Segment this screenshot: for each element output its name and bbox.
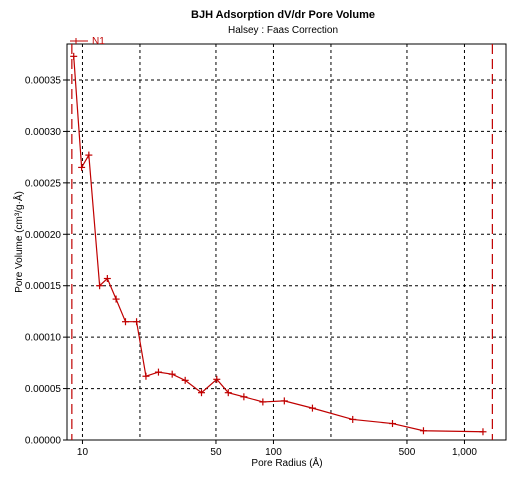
data-point	[78, 163, 86, 171]
data-point	[197, 389, 205, 397]
data-point	[280, 397, 288, 405]
data-point	[308, 404, 316, 412]
data-point	[259, 398, 267, 406]
data-point	[349, 415, 357, 423]
y-axis: 0.00000 0.00005 0.00010 0.00015 0.00020 0.000…	[25, 76, 67, 447]
data-point	[419, 427, 427, 435]
data-point	[103, 275, 111, 283]
y-tick-label: 0.00020	[25, 230, 62, 241]
data-point	[168, 370, 176, 378]
data-point	[224, 389, 232, 397]
data-point	[121, 318, 129, 326]
data-point	[181, 376, 189, 384]
chart-title: BJH Adsorption dV/dr Pore Volume	[191, 9, 375, 21]
x-axis-label: Pore Radius (Å)	[251, 456, 322, 469]
x-tick-label: 10	[77, 447, 89, 458]
data-point	[70, 52, 78, 60]
data-point	[479, 428, 487, 436]
x-tick-label: 1,000	[452, 447, 477, 458]
data-point	[213, 375, 221, 383]
chart-subtitle: Halsey : Faas Correction	[228, 25, 338, 36]
grid	[67, 44, 506, 440]
x-tick-label: 50	[210, 447, 222, 458]
y-axis-label: Pore Volume (cm³/g·Å)	[12, 191, 25, 293]
y-tick-label: 0.00025	[25, 178, 62, 189]
y-tick-label: 0.00030	[25, 127, 62, 138]
y-tick-label: 0.00015	[25, 281, 62, 292]
data-point	[142, 372, 150, 380]
x-tick-label: 500	[399, 447, 416, 458]
plot-area	[66, 43, 507, 441]
data-point	[154, 368, 162, 376]
y-tick-label: 0.00035	[25, 76, 62, 87]
y-tick-label: 0.00000	[25, 436, 62, 447]
y-tick-label: 0.00010	[25, 333, 62, 344]
data-point	[240, 393, 248, 401]
reference-lines	[71, 44, 493, 440]
legend-label: N1	[92, 36, 105, 47]
data-point	[133, 318, 141, 326]
data-point	[112, 295, 120, 303]
data-point	[389, 420, 397, 428]
legend: N1	[70, 36, 105, 47]
series-group	[70, 52, 487, 436]
x-tick-label: 100	[265, 447, 282, 458]
data-point	[96, 282, 104, 290]
x-axis: 10 50 100 500 1,000	[77, 440, 477, 458]
data-point	[85, 151, 93, 159]
y-tick-label: 0.00005	[25, 384, 62, 395]
